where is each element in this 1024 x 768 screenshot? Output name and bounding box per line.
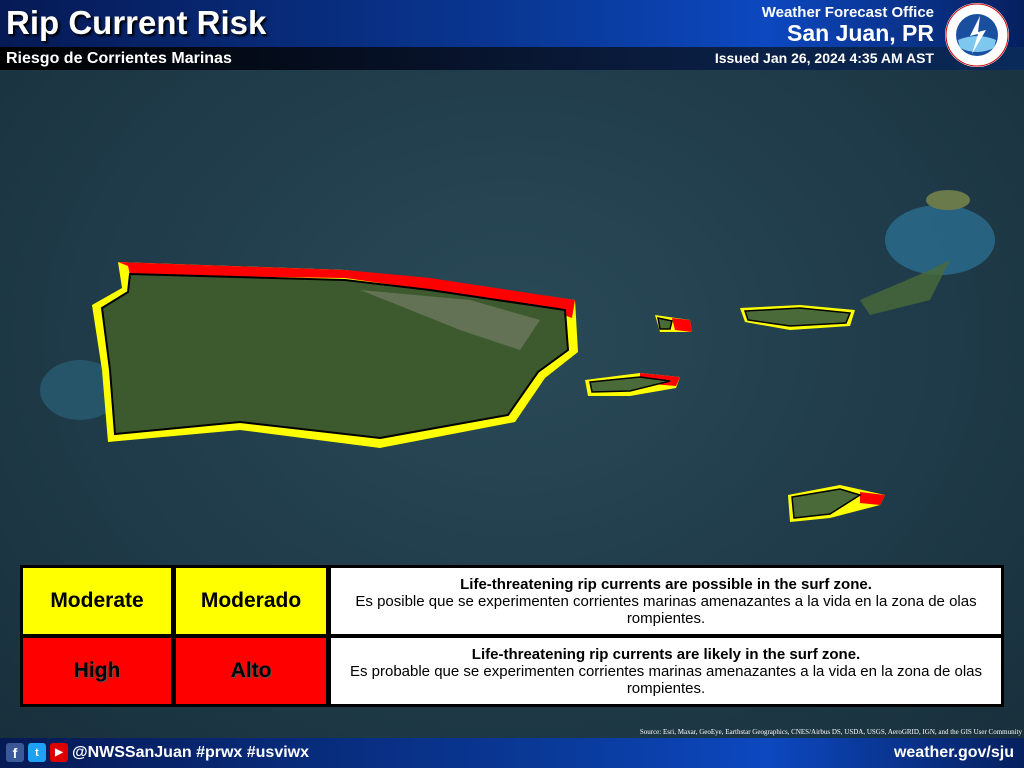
- footer-bar: f t ▶ @NWSSanJuan #prwx #usviwx weather.…: [0, 738, 1024, 768]
- risk-description: Life-threatening rip currents are likely…: [331, 638, 1001, 704]
- description-en: Life-threatening rip currents are likely…: [471, 645, 861, 663]
- website-link[interactable]: weather.gov/sju: [893, 744, 1014, 761]
- risk-description: Life-threatening rip currents are possib…: [331, 568, 1001, 634]
- description-en: Life-threatening rip currents are possib…: [460, 575, 872, 593]
- description-es: Es posible que se experimenten corriente…: [355, 592, 977, 627]
- risk-level-en: High: [23, 638, 171, 704]
- map-source-credit: Source: Esri, Maxar, GeoEye, Earthstar G…: [639, 728, 1022, 736]
- risk-level-en: Moderate: [23, 568, 171, 634]
- twitter-icon[interactable]: t: [28, 743, 46, 762]
- subtitle-bar: Riesgo de Corrientes Marinas: [0, 47, 1024, 70]
- issued-time: Issued Jan 26, 2024 4:35 AM AST: [714, 50, 934, 66]
- page-title: Rip Current Risk: [6, 4, 267, 41]
- social-handle: @NWSSanJuan #prwx #usviwx: [72, 744, 310, 761]
- st-croix: [788, 485, 885, 522]
- nws-logo: [945, 3, 1009, 67]
- header-bar: Rip Current Risk: [0, 0, 1024, 47]
- legend-row-high: High Alto Life-threatening rip currents …: [23, 638, 1001, 704]
- vieques: [585, 373, 680, 396]
- st-thomas-st-john: [740, 190, 970, 330]
- risk-level-es: Moderado: [176, 568, 326, 634]
- office-name: San Juan, PR: [787, 20, 934, 46]
- puerto-rico: [92, 262, 578, 448]
- legend-row-moderate: Moderate Moderado Life-threatening rip c…: [23, 568, 1001, 634]
- facebook-icon[interactable]: f: [6, 743, 24, 762]
- youtube-icon[interactable]: ▶: [50, 743, 68, 762]
- risk-legend-table: Moderate Moderado Life-threatening rip c…: [20, 565, 1004, 707]
- risk-level-es: Alto: [176, 638, 326, 704]
- office-label: Weather Forecast Office: [761, 4, 934, 21]
- description-es: Es probable que se experimenten corrient…: [349, 662, 983, 697]
- shallow-water: [40, 360, 120, 420]
- culebra: [655, 315, 692, 332]
- page-subtitle: Riesgo de Corrientes Marinas: [6, 50, 232, 67]
- shallow-water: [885, 205, 995, 275]
